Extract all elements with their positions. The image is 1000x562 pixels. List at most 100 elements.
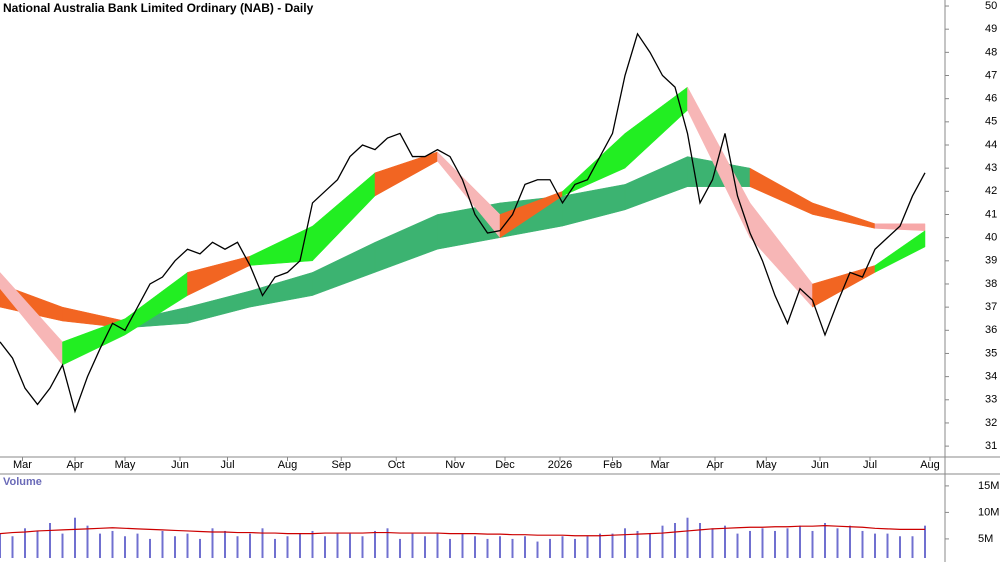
volume-bar xyxy=(699,523,701,558)
volume-tick-label: 5M xyxy=(978,533,993,545)
volume-bar xyxy=(474,536,476,558)
volume-bar xyxy=(336,533,339,558)
volume-bar xyxy=(924,525,926,558)
volume-bar xyxy=(299,533,301,558)
volume-bar xyxy=(36,530,39,558)
volume-bar xyxy=(624,528,626,558)
y-tick-label: 49 xyxy=(985,23,997,35)
volume-bar xyxy=(599,533,601,558)
volume-bar xyxy=(674,523,676,558)
volume-bar xyxy=(736,533,739,558)
volume-bar xyxy=(49,523,51,558)
chart-title: National Australia Bank Limited Ordinary… xyxy=(3,1,314,15)
y-tick-label: 46 xyxy=(985,93,997,105)
volume-bar xyxy=(211,528,214,558)
volume-bar xyxy=(0,533,1,558)
volume-bar xyxy=(174,536,176,558)
volume-bar xyxy=(136,533,139,558)
volume-bar xyxy=(724,525,726,558)
volume-bar xyxy=(686,517,689,558)
volume-bar xyxy=(24,528,26,558)
volume-bar xyxy=(886,533,889,558)
volume-bar xyxy=(199,538,201,558)
x-tick-label: Jul xyxy=(863,459,877,471)
volume-bar xyxy=(324,536,326,558)
volume-bar xyxy=(11,536,14,558)
volume-bar xyxy=(636,530,639,558)
volume-bar xyxy=(499,536,501,558)
y-tick-label: 45 xyxy=(985,116,997,128)
volume-bar xyxy=(236,536,239,558)
y-tick-label: 42 xyxy=(985,185,997,197)
x-tick-label: Aug xyxy=(278,459,298,471)
volume-bar xyxy=(386,528,389,558)
volume-bar xyxy=(86,525,89,558)
volume-bar xyxy=(774,530,776,558)
volume-bar xyxy=(74,517,76,558)
y-tick-label: 32 xyxy=(985,417,997,429)
y-tick-label: 39 xyxy=(985,255,997,267)
x-tick-label: Mar xyxy=(13,459,32,471)
volume-bar xyxy=(574,538,576,558)
y-tick-label: 50 xyxy=(985,0,997,12)
volume-bar xyxy=(261,528,264,558)
volume-bar xyxy=(349,533,351,558)
volume-bar xyxy=(874,533,876,558)
volume-bar xyxy=(611,533,614,558)
x-tick-label: May xyxy=(756,459,777,471)
y-tick-label: 43 xyxy=(985,162,997,174)
x-tick-label: Dec xyxy=(495,459,515,471)
volume-bar xyxy=(649,533,651,558)
volume-bar xyxy=(824,523,826,558)
volume-bar xyxy=(61,533,64,558)
axes: 31 32 33 34 35 36 37 38 39 40 41 42 43 44 45 46 47 48 49 50… xyxy=(13,0,999,545)
x-tick-label: Sep xyxy=(331,459,351,471)
y-tick-label: 48 xyxy=(985,46,997,58)
volume-bar xyxy=(249,533,251,558)
volume-bar xyxy=(536,541,539,558)
x-tick-label: Feb xyxy=(603,459,622,471)
volume-bar xyxy=(511,538,514,558)
x-tick-label: Oct xyxy=(388,459,405,471)
y-tick-label: 37 xyxy=(985,301,997,313)
volume-bar xyxy=(661,525,664,558)
y-tick-label: 44 xyxy=(985,139,997,151)
volume-bar xyxy=(761,528,764,558)
x-tick-label: Apr xyxy=(706,459,723,471)
volume-bar xyxy=(849,525,851,558)
volume-bar xyxy=(899,536,901,558)
volume-bar xyxy=(436,533,439,558)
ribbon-segment xyxy=(874,230,926,273)
volume-bar xyxy=(311,530,314,558)
volume-bar xyxy=(836,528,839,558)
volume-tick-label: 15M xyxy=(978,480,999,492)
volume-bar xyxy=(374,530,376,558)
volume-bar xyxy=(586,536,589,558)
volume-bar xyxy=(524,536,526,558)
y-tick-label: 34 xyxy=(985,371,997,383)
volume-bar xyxy=(799,525,801,558)
volume-ma-line xyxy=(0,525,925,537)
x-tick-label: Jul xyxy=(220,459,234,471)
volume-bar xyxy=(861,530,864,558)
volume-bar xyxy=(749,530,751,558)
volume-bar xyxy=(124,536,126,558)
x-tick-label: Jun xyxy=(811,459,829,471)
x-tick-label: Aug xyxy=(920,459,940,471)
volume-bar xyxy=(411,533,414,558)
volume-bar xyxy=(449,538,451,558)
x-tick-label: Nov xyxy=(445,459,465,471)
x-tick-label: May xyxy=(115,459,136,471)
y-tick-label: 40 xyxy=(985,232,997,244)
volume-bar xyxy=(149,538,151,558)
x-tick-label: 2026 xyxy=(548,459,572,471)
volume-bar xyxy=(111,530,114,558)
ribbons xyxy=(0,86,926,366)
price-line xyxy=(0,32,926,414)
y-tick-label: 36 xyxy=(985,324,997,336)
volume-bar xyxy=(461,533,464,558)
volume-bar xyxy=(811,530,814,558)
y-tick-label: 35 xyxy=(985,347,997,359)
price-layer xyxy=(0,32,926,414)
